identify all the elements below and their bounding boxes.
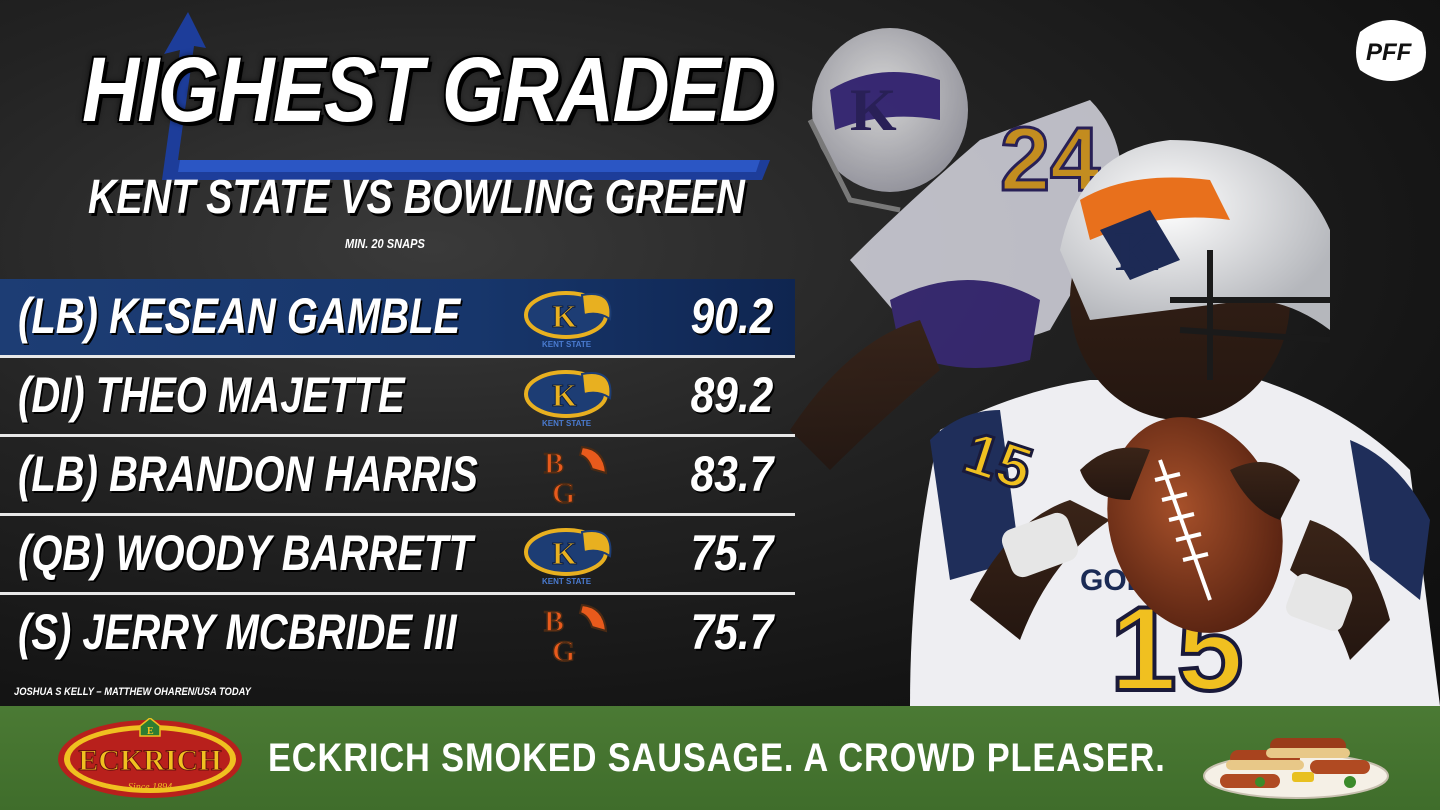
player-name: (QB) WOODY BARRETT (18, 525, 473, 581)
photo-credit: JOSHUA S KELLY – MATTHEW OHAREN/USA TODA… (14, 686, 251, 698)
player-name: (LB) KESEAN GAMBLE (18, 288, 461, 344)
player-name: (DI) THEO MAJETTE (18, 367, 405, 423)
player-grade: 83.7 (690, 446, 773, 502)
eckrich-since: Since 1894 (128, 782, 172, 793)
svg-text:KENT STATE: KENT STATE (542, 577, 592, 586)
arrow-graphic (162, 12, 770, 180)
min-snaps-note: MIN. 20 SNAPS (345, 236, 425, 251)
player-row: (LB) BRANDON HARRIS B G 83.7 (0, 437, 795, 516)
player-row: (S) JERRY MCBRIDE III B G 75.7 (0, 595, 795, 674)
matchup-subtitle: KENT STATE VS BOWLING GREEN (88, 171, 745, 224)
svg-text:B: B (544, 605, 564, 638)
player-grade: 75.7 (690, 604, 773, 660)
grades-table: (LB) KESEAN GAMBLE K KENT STATE 90.2 (DI… (0, 279, 795, 674)
player-name: (LB) BRANDON HARRIS (18, 446, 478, 502)
ad-slogan[interactable]: ECKRICH SMOKED SAUSAGE. A CROWD PLEASER. (268, 736, 1166, 780)
kent-state-logo: K KENT STATE (524, 370, 612, 428)
kent-state-logo: K KENT STATE (524, 528, 612, 586)
bowling-green-logo: B G (543, 445, 608, 507)
title-block: HIGHEST GRADED (70, 10, 790, 180)
sausage-plate-image (1203, 738, 1389, 799)
svg-text:K: K (552, 535, 577, 571)
svg-text:K: K (552, 377, 577, 413)
svg-text:E: E (147, 726, 154, 737)
svg-text:G: G (552, 635, 575, 665)
player-grade: 75.7 (690, 525, 773, 581)
page-title: HIGHEST GRADED (82, 39, 776, 141)
players-photo: K 24 15 15 GOL K (790, 28, 1440, 706)
eckrich-wordmark: ECKRICH (78, 744, 221, 777)
svg-text:K: K (850, 77, 897, 143)
player-row: (LB) KESEAN GAMBLE K KENT STATE 90.2 (0, 279, 795, 358)
svg-text:K: K (1115, 221, 1159, 283)
pff-logo-text: PFF (1366, 39, 1413, 66)
player-grade: 90.2 (690, 288, 773, 344)
svg-text:G: G (552, 477, 575, 507)
svg-text:KENT STATE: KENT STATE (542, 340, 592, 349)
kent-state-logo: K KENT STATE (524, 291, 612, 349)
svg-text:K: K (552, 298, 577, 334)
sponsor-banner[interactable]: E ECKRICH Since 1894 ECKRICH SMOKED SAUS… (0, 706, 1440, 810)
eckrich-logo[interactable]: E ECKRICH Since 1894 (56, 718, 244, 800)
player-name: (S) JERRY MCBRIDE III (18, 604, 457, 660)
player-row: (QB) WOODY BARRETT K KENT STATE 75.7 (0, 516, 795, 595)
graphic-stage: K 24 15 15 GOL K HIGHEST GRA (0, 0, 1440, 706)
bowling-green-logo: B G (543, 603, 608, 665)
svg-text:B: B (544, 447, 564, 480)
svg-text:KENT STATE: KENT STATE (542, 419, 592, 428)
pff-logo: PFF (1356, 20, 1426, 81)
player-grade: 89.2 (690, 367, 773, 423)
player-row: (DI) THEO MAJETTE K KENT STATE 89.2 (0, 358, 795, 437)
